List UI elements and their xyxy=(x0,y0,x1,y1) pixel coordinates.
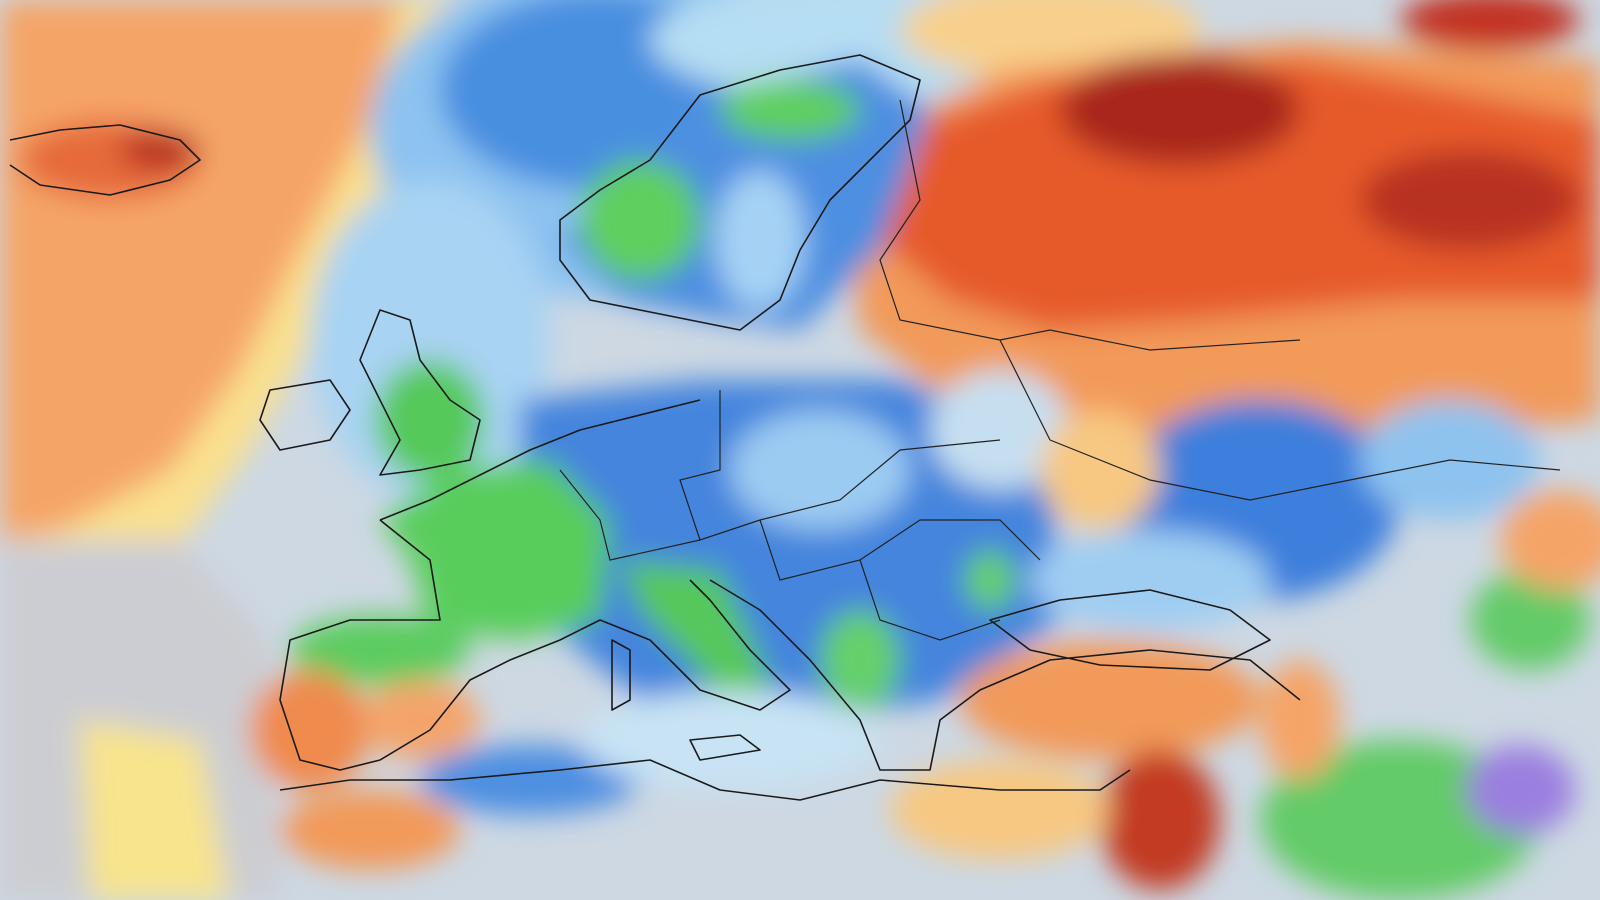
borders xyxy=(559,99,1561,641)
coastlines xyxy=(9,54,1301,801)
